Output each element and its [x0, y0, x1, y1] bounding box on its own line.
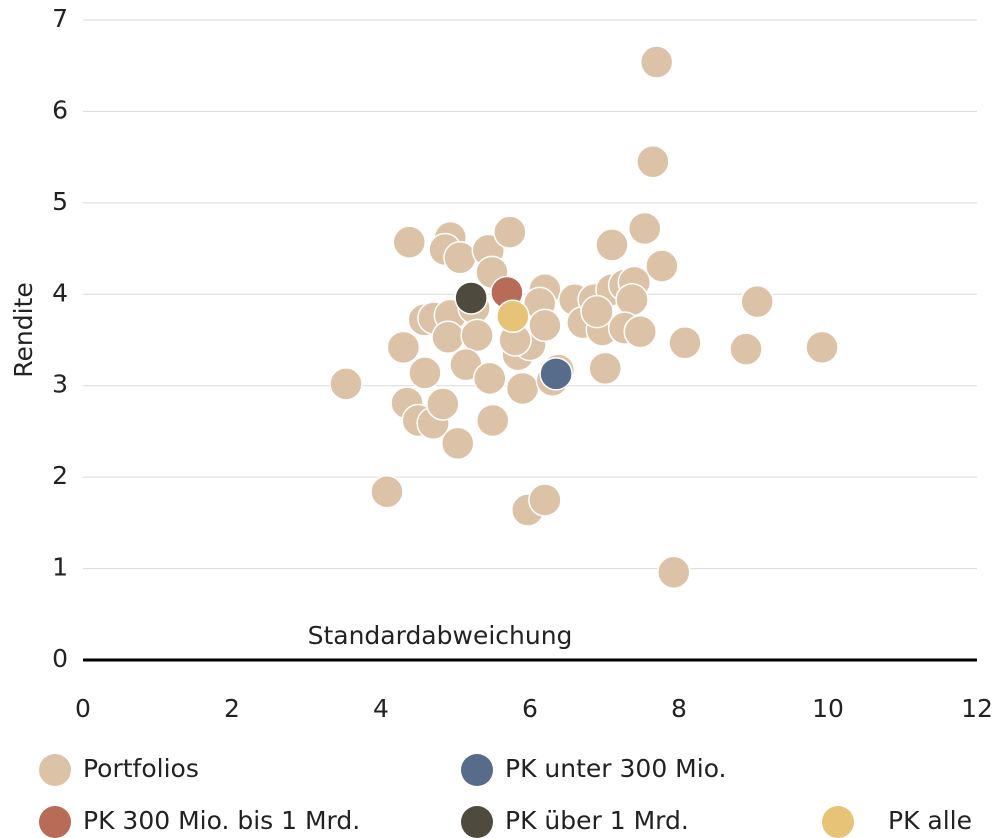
x-tick-label: 4: [373, 694, 389, 723]
x-tick-label: 10: [812, 694, 844, 723]
legend-swatch: [39, 806, 71, 838]
point: [476, 403, 510, 438]
point: [729, 332, 763, 366]
point: [528, 483, 562, 517]
point: [627, 211, 662, 246]
y-tick-label: 4: [52, 278, 68, 307]
y-tick-label: 1: [52, 553, 68, 582]
point: [454, 281, 488, 315]
point: [805, 330, 839, 365]
y-tick-label: 3: [52, 370, 68, 399]
point: [595, 228, 629, 262]
legend-label: PK 300 Mio. bis 1 Mrd.: [83, 806, 360, 835]
point: [493, 215, 527, 249]
x-tick-label: 8: [671, 694, 687, 723]
y-axis-title: Rendite: [9, 282, 38, 377]
point: [460, 318, 494, 353]
y-tick-label: 2: [52, 461, 68, 490]
legend-swatch: [822, 806, 854, 838]
point: [740, 284, 774, 319]
point: [370, 475, 404, 509]
point: [329, 367, 363, 401]
legend-label: PK alle: [888, 806, 972, 835]
y-tick-label: 0: [52, 644, 68, 673]
x-tick-label: 2: [224, 694, 240, 723]
point: [426, 387, 460, 421]
point: [443, 240, 477, 275]
point: [440, 426, 475, 461]
x-axis-title: Standardabweichung: [308, 621, 573, 650]
legend-label: PK über 1 Mrd.: [505, 806, 689, 835]
point: [580, 294, 614, 329]
point: [588, 351, 622, 386]
legend-label: PK unter 300 Mio.: [505, 754, 727, 783]
point: [623, 315, 658, 349]
y-tick-label: 6: [52, 95, 68, 124]
legend-swatch: [461, 806, 493, 838]
point: [636, 144, 670, 179]
y-tick-label: 7: [52, 4, 68, 33]
legend-swatch: [461, 754, 493, 786]
point: [431, 320, 465, 355]
point: [496, 299, 530, 333]
point: [473, 361, 507, 396]
x-tick-label: 12: [961, 694, 993, 723]
x-tick-label: 6: [522, 694, 538, 723]
point: [645, 249, 679, 283]
y-tick-label: 5: [52, 187, 68, 216]
legend-label: Portfolios: [83, 754, 199, 783]
point: [615, 283, 649, 317]
point: [392, 225, 427, 259]
x-tick-label: 0: [75, 694, 91, 723]
point: [528, 308, 562, 343]
point: [657, 555, 691, 589]
point: [386, 330, 421, 365]
legend-swatch: [39, 754, 71, 786]
point: [505, 371, 540, 406]
point: [408, 356, 442, 390]
point: [639, 45, 674, 79]
point: [668, 325, 702, 360]
point: [539, 357, 573, 391]
